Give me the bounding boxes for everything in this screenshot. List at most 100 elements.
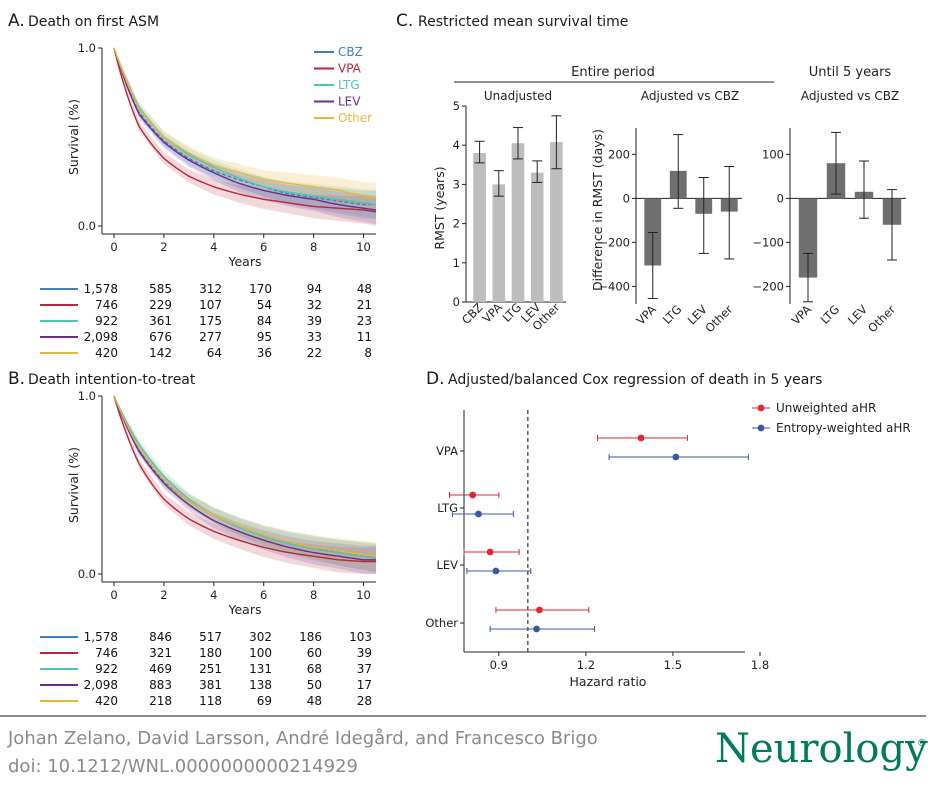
bar-other (550, 142, 563, 302)
legend-label-vpa: VPA (338, 62, 362, 76)
adjusted-subtitle-2: Adjusted vs CBZ (801, 89, 899, 103)
panel-d-forest-plot: 0.9 1.2 1.5 1.8 Hazard ratio VPA LTG LEV Other Un… (425, 401, 910, 689)
bar-y-tick-label: −400 (598, 279, 630, 293)
risk-table-cell: 381 (199, 678, 222, 692)
y-axis-title: Survival (%) (66, 447, 81, 523)
point-other (533, 625, 540, 633)
rmst-ylabel: RMST (years) (432, 166, 447, 249)
risk-table-cell: 33 (307, 330, 322, 344)
risk-table-cell: 64 (207, 346, 222, 360)
panel-c-letter: C. (396, 11, 413, 31)
panel-c-title: Restricted mean survival time (418, 14, 628, 30)
risk-table-cell: 846 (149, 630, 172, 644)
forest-x-title: Hazard ratio (570, 674, 647, 689)
risk-table-cell: 746 (95, 298, 118, 312)
bar-category-label: LTG (660, 302, 685, 327)
x-tick-label: 2 (160, 240, 167, 254)
bar-category-label: Other (865, 302, 898, 335)
adjusted-subtitle-1: Adjusted vs CBZ (641, 89, 739, 103)
risk-table-cell: 48 (357, 282, 372, 296)
risk-table-cell: 138 (249, 678, 272, 692)
risk-table-cell: 54 (257, 298, 272, 312)
legend-label-ltg: LTG (338, 78, 360, 92)
point-other (536, 606, 543, 614)
risk-table-cell: 118 (199, 694, 222, 708)
risk-table-cell: 1,578 (84, 630, 118, 644)
risk-table-cell: 1,578 (84, 282, 118, 296)
legend-label-other: Other (338, 111, 372, 125)
point-vpa (672, 453, 680, 461)
bar-y-tick-label: −200 (752, 279, 784, 293)
bar-category-label: LTG (818, 302, 843, 327)
forest-category-label: Other (425, 616, 458, 630)
km-curve-other (113, 47, 377, 199)
bar-y-tick-label: 200 (608, 147, 630, 161)
forest-x-tick-label: 1.5 (664, 658, 682, 672)
legend-marker (757, 404, 765, 412)
bar-y-tick-label: 2 (453, 217, 460, 231)
risk-table-cell: 229 (149, 298, 172, 312)
km-curve-ltg (113, 395, 377, 559)
km-curve-cbz (113, 47, 376, 206)
km-curve-lev (113, 395, 376, 561)
footer-authors: Johan Zelano, David Larsson, André Idegå… (7, 728, 598, 749)
x-tick-label: 10 (356, 240, 371, 254)
risk-table-cell: 186 (299, 630, 322, 644)
bar-category-label: VPA (789, 302, 815, 328)
panel-a-km-plot: 1.0 0.0 0 2 4 6 8 10 Years Survival (%) CBZ VPA LTG L… (40, 41, 377, 360)
x-axis-title: Years (228, 254, 262, 269)
forest-x-tick-label: 1.2 (577, 658, 595, 672)
journal-logo: Neurology (715, 726, 928, 772)
risk-table-cell: 39 (307, 314, 322, 328)
bar-vpa (644, 198, 662, 266)
risk-table-cell: 277 (199, 330, 222, 344)
ci-band-vpa (114, 48, 376, 226)
panel-d-letter: D. (426, 369, 445, 389)
risk-table-cell: 50 (307, 678, 322, 692)
forest-x-tick-label: 0.9 (490, 658, 508, 672)
risk-table-cell: 23 (357, 314, 372, 328)
risk-table-cell: 922 (95, 314, 118, 328)
ci-band-vpa (114, 396, 376, 574)
risk-table-cell: 676 (149, 330, 172, 344)
risk-table-cell: 28 (357, 694, 372, 708)
footer-doi[interactable]: doi: 10.1212/WNL.0000000000214929 (8, 756, 358, 777)
bar-category-label: Other (702, 302, 735, 335)
risk-table-cell: 100 (249, 646, 272, 660)
risk-table-cell: 32 (307, 298, 322, 312)
km-curve-lev (113, 47, 377, 211)
y-tick-label: 0.0 (78, 219, 96, 233)
x-tick-label: 0 (110, 240, 117, 254)
risk-table-cell: 746 (95, 646, 118, 660)
risk-table-cell: 94 (307, 282, 322, 296)
bar-cbz (473, 153, 486, 302)
risk-table-cell: 131 (249, 662, 272, 676)
risk-table-cell: 39 (357, 646, 372, 660)
panel-a-letter: A. (8, 11, 25, 31)
risk-table-cell: 251 (199, 662, 222, 676)
bar-y-tick-label: 1 (453, 256, 460, 270)
point-vpa (637, 434, 645, 442)
risk-table-cell: 21 (357, 298, 372, 312)
x-tick-label: 4 (210, 240, 217, 254)
bar-category-label: VPA (633, 302, 659, 328)
km-curve-vpa (113, 395, 376, 563)
panel-d-title: Adjusted/balanced Cox regression of deat… (448, 372, 822, 388)
rmst-diff-ylabel: Difference in RMST (days) (590, 129, 605, 291)
y-axis-title: Survival (%) (66, 99, 81, 175)
bar-y-tick-label: −100 (752, 235, 784, 249)
risk-table-cell: 69 (257, 694, 272, 708)
legend-label-lev: LEV (338, 95, 361, 109)
risk-table-cell: 883 (149, 678, 172, 692)
risk-table-cell: 361 (149, 314, 172, 328)
risk-table-cell: 922 (95, 662, 118, 676)
bar-ltg (511, 143, 525, 302)
risk-table-cell: 420 (95, 346, 118, 360)
x-tick-label: 2 (160, 588, 167, 602)
x-tick-label: 0 (110, 588, 117, 602)
km-curve-other (113, 395, 377, 557)
risk-table-cell: 22 (307, 346, 322, 360)
